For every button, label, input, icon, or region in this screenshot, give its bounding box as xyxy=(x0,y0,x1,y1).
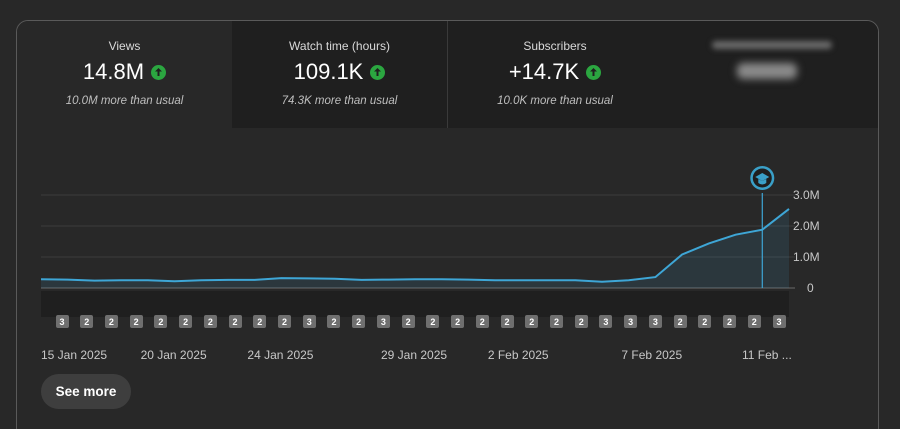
video-count-badge[interactable]: 3 xyxy=(376,315,390,328)
video-count-badge[interactable]: 3 xyxy=(624,315,638,328)
tab-redacted[interactable] xyxy=(662,21,878,128)
video-count-badge[interactable]: 2 xyxy=(203,315,217,328)
series-line xyxy=(40,208,790,283)
y-tick-label: 3.0M xyxy=(793,188,820,202)
tab-subscribers[interactable]: Subscribers +14.7K 10.0K more than usual xyxy=(448,21,662,128)
x-tick-label: 29 Jan 2025 xyxy=(381,348,448,362)
video-count-badge[interactable]: 2 xyxy=(549,315,563,328)
tab-watch-time[interactable]: Watch time (hours) 109.1K 74.3K more tha… xyxy=(232,21,447,128)
y-tick-label: 1.0M xyxy=(793,250,820,264)
video-count-badge[interactable]: 2 xyxy=(253,315,267,328)
video-count-badge[interactable]: 2 xyxy=(673,315,687,328)
metric-comparison: 74.3K more than usual xyxy=(281,95,398,107)
x-tick-label: 15 Jan 2025 xyxy=(41,348,108,362)
video-count-badge[interactable]: 3 xyxy=(302,315,316,328)
series-area xyxy=(41,208,789,288)
badge-band xyxy=(41,291,789,317)
trend-up-icon xyxy=(151,64,167,80)
video-count-badge[interactable]: 2 xyxy=(723,315,737,328)
analytics-card: Views 14.8M 10.0M more than usual Watch … xyxy=(16,20,879,429)
trend-up-icon xyxy=(370,64,386,80)
video-count-badge[interactable]: 2 xyxy=(698,315,712,328)
x-tick-label: 7 Feb 2025 xyxy=(621,348,683,362)
x-tick-label: 11 Feb ... xyxy=(742,348,792,362)
y-tick-label: 2.0M xyxy=(793,219,820,233)
video-count-badge[interactable]: 2 xyxy=(451,315,465,328)
metric-label: Subscribers xyxy=(523,39,587,53)
video-count-badge[interactable]: 2 xyxy=(475,315,489,328)
video-count-badge[interactable]: 2 xyxy=(179,315,193,328)
trend-up-icon xyxy=(586,64,602,80)
video-count-badge[interactable]: 2 xyxy=(352,315,366,328)
x-tick-label: 20 Jan 2025 xyxy=(140,348,207,362)
video-count-badge[interactable]: 2 xyxy=(154,315,168,328)
views-chart[interactable] xyxy=(17,21,879,351)
metric-label: Watch time (hours) xyxy=(289,39,390,53)
metric-comparison: 10.0M more than usual xyxy=(65,95,184,107)
video-count-badge[interactable]: 2 xyxy=(500,315,514,328)
video-count-badge[interactable]: 3 xyxy=(772,315,786,328)
video-count-badge[interactable]: 2 xyxy=(525,315,539,328)
mortarboard-base xyxy=(758,179,767,185)
video-count-badge[interactable]: 2 xyxy=(426,315,440,328)
metric-value: 14.8M xyxy=(82,59,145,84)
video-count-badge[interactable]: 2 xyxy=(104,315,118,328)
video-count-badge[interactable]: 2 xyxy=(278,315,292,328)
video-count-badge[interactable]: 2 xyxy=(401,315,415,328)
video-count-badge[interactable]: 2 xyxy=(129,315,143,328)
video-count-badge[interactable]: 2 xyxy=(574,315,588,328)
x-tick-label: 2 Feb 2025 xyxy=(487,348,549,362)
tab-views[interactable]: Views 14.8M 10.0M more than usual xyxy=(17,21,232,128)
metric-comparison: 10.0K more than usual xyxy=(497,95,613,107)
x-tick-label: 24 Jan 2025 xyxy=(247,348,314,362)
y-tick-label: 0 xyxy=(807,281,814,295)
video-count-badge[interactable]: 2 xyxy=(747,315,761,328)
video-count-badge[interactable]: 2 xyxy=(327,315,341,328)
metric-label: Views xyxy=(108,39,141,53)
metric-value: 109.1K xyxy=(293,59,364,84)
mortarboard-icon xyxy=(755,173,770,181)
video-count-badge[interactable]: 3 xyxy=(648,315,662,328)
video-count-badge[interactable]: 2 xyxy=(228,315,242,328)
tab-divider xyxy=(447,21,448,128)
redacted-value xyxy=(737,63,797,79)
video-count-badge[interactable]: 3 xyxy=(55,315,69,328)
video-count-badge[interactable]: 3 xyxy=(599,315,613,328)
see-more-button[interactable]: See more xyxy=(41,374,131,409)
metric-value: +14.7K xyxy=(508,59,580,84)
redacted-label xyxy=(712,41,832,49)
video-count-badge[interactable]: 2 xyxy=(80,315,94,328)
